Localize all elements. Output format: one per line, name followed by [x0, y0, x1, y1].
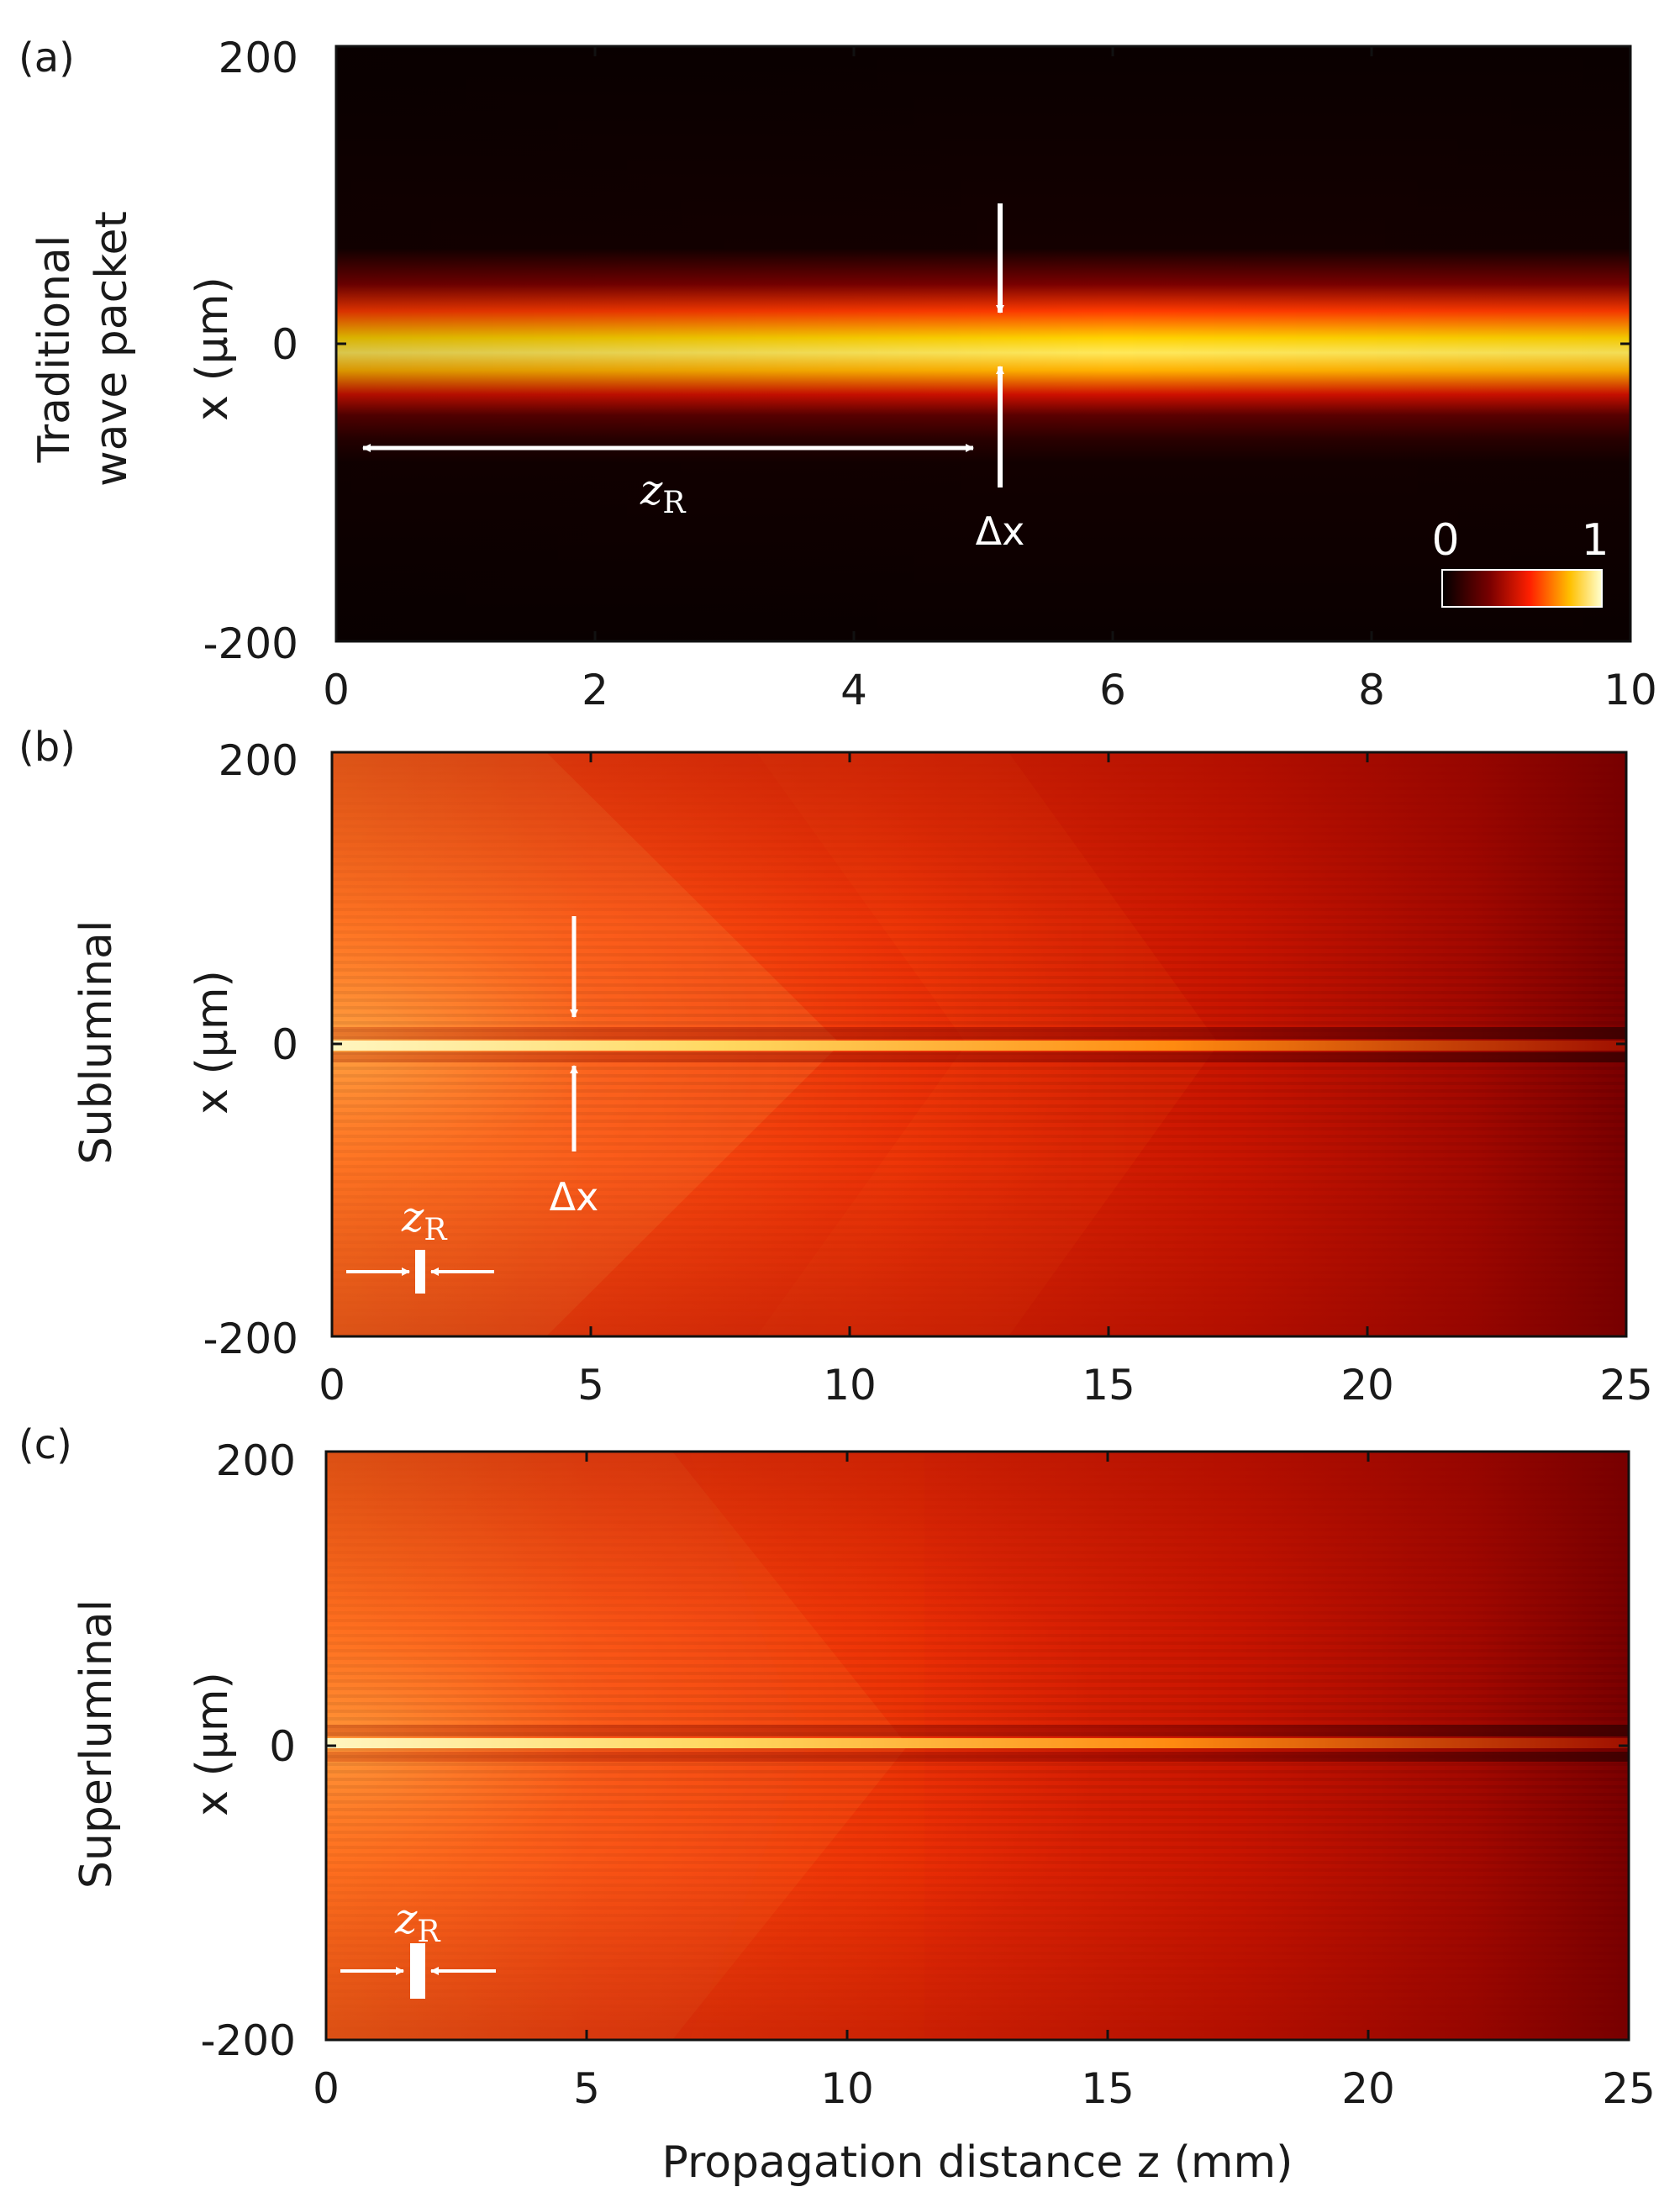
panel-b-ytick-label: -200 [203, 1315, 298, 1363]
panel-a-colorbar [1441, 569, 1603, 608]
panel-c-dark-band [326, 1725, 1629, 1736]
panel-b-xtick-label: 25 [1599, 1361, 1653, 1410]
panel-c-y-ticks [326, 1450, 1629, 2042]
panel-c-ytick-label: 0 [269, 1722, 296, 1771]
panel-a-colorbar-max: 1 [1581, 515, 1609, 566]
panel-c-dark-band [326, 1752, 1629, 1762]
panel-a-xtick-label: 6 [1099, 666, 1126, 714]
panel-b-x-ticks [330, 752, 1628, 1336]
panel-a-row-label-line-1: Traditional [29, 235, 80, 464]
panel-a-xtick-label: 10 [1604, 666, 1657, 714]
panel-c-ytick-label: 200 [216, 1436, 296, 1485]
panel-b: (b) Subluminal x (μm) 200 0 -200 0 5 [18, 724, 1653, 1410]
panel-c-rayleigh-marker [410, 1943, 425, 1999]
panel-c-xtick-label: 15 [1081, 2064, 1135, 2113]
rayleigh-z: z [401, 1193, 424, 1241]
panel-a-rayleigh-label: zR [640, 466, 686, 520]
panel-b-x-tick-labels: 0 5 10 15 20 25 [319, 1361, 1653, 1410]
panel-a-y-ticks [336, 45, 1630, 643]
rayleigh-sub: R [662, 486, 686, 520]
panel-c-xtick-label: 5 [573, 2064, 600, 2113]
panel-b-xtick-label: 5 [577, 1361, 604, 1410]
panel-c-letter: (c) [18, 1421, 72, 1468]
panel-b-letter: (b) [18, 724, 76, 771]
panel-c-ytick-label: -200 [201, 2016, 296, 2065]
panel-a-colorbar-min: 0 [1431, 515, 1459, 566]
panel-a-xtick-label: 0 [323, 666, 350, 714]
rayleigh-sub: R [424, 1213, 447, 1247]
panel-b-y-axis-title: x (μm) [187, 970, 238, 1115]
panel-c-row-label: Superluminal [71, 1599, 122, 1889]
panel-a-y-tick-labels: 200 0 -200 [203, 34, 298, 668]
panel-c-y-axis-title: x (μm) [187, 1672, 238, 1816]
panel-b-row-label: Subluminal [71, 920, 122, 1165]
panel-a-ytick-label: -200 [203, 619, 298, 668]
panel-c-y-tick-labels: 200 0 -200 [201, 1436, 296, 2065]
panel-b-rayleigh-marker [415, 1250, 425, 1294]
x-axis-title: Propagation distance z (mm) [662, 2137, 1293, 2188]
panel-a-xtick-label: 8 [1358, 666, 1385, 714]
panel-c-xtick-label: 10 [820, 2064, 874, 2113]
panel-a-ytick-label: 0 [271, 320, 298, 369]
panel-a-y-axis-title: x (μm) [187, 277, 238, 421]
panel-b-beam-line [332, 1041, 1626, 1051]
panel-a-width-label: Δx [976, 509, 1025, 554]
rayleigh-z: z [640, 466, 663, 514]
panel-a-row-label-line-2: wave packet [87, 211, 137, 487]
panel-c-xtick-label: 0 [313, 2064, 340, 2113]
panel-a: (a) Traditional wave packet x (μm) 200 0… [18, 34, 1657, 714]
panel-b-rayleigh-label: zR [401, 1193, 447, 1247]
panel-a-x-ticks [334, 46, 1632, 641]
panel-a-xtick-label: 2 [582, 666, 608, 714]
panel-c-beam-line [326, 1738, 1629, 1748]
panel-b-xtick-label: 0 [319, 1361, 345, 1410]
panel-b-ytick-label: 0 [271, 1020, 298, 1069]
panel-b-ytick-label: 200 [219, 736, 298, 785]
panel-a-xtick-label: 4 [840, 666, 867, 714]
panel-c-x-tick-labels: 0 5 10 15 20 25 [313, 2064, 1656, 2113]
panel-b-xtick-label: 20 [1340, 1361, 1394, 1410]
panel-a-heatmap-shading [336, 46, 1630, 641]
panel-c-xtick-label: 25 [1602, 2064, 1656, 2113]
panel-a-x-tick-labels: 0 2 4 6 8 10 [323, 666, 1657, 714]
panel-b-xtick-label: 15 [1082, 1361, 1135, 1410]
panel-a-ytick-label: 200 [219, 34, 298, 82]
panel-b-xtick-label: 10 [823, 1361, 877, 1410]
panel-b-y-ticks [332, 751, 1626, 1338]
panel-c: (c) Superluminal x (μm) 200 0 -200 0 5 [18, 1421, 1656, 2113]
panel-a-letter: (a) [18, 34, 75, 82]
panel-b-dark-band [332, 1052, 1626, 1062]
panel-b-width-label: Δx [550, 1174, 599, 1220]
panel-b-y-tick-labels: 200 0 -200 [203, 736, 298, 1363]
panel-c-x-ticks [324, 1452, 1630, 2040]
panel-b-dark-band [332, 1027, 1626, 1039]
rayleigh-z: z [394, 1894, 418, 1943]
panel-c-xtick-label: 20 [1341, 2064, 1395, 2113]
